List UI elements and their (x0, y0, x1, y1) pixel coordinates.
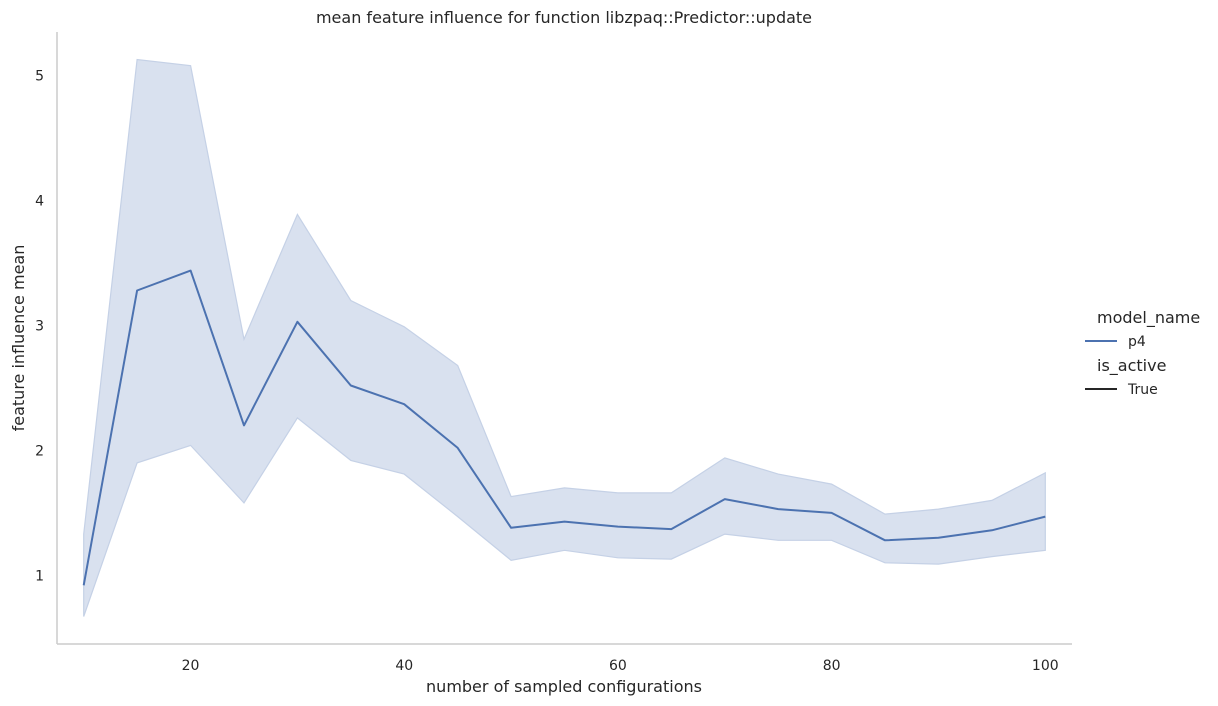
x-tick-label-100: 100 (1032, 658, 1059, 674)
y-tick-label-4: 4 (35, 194, 44, 210)
data-point-60 (615, 524, 620, 529)
y-axis-ticks: 1 2 3 4 5 (35, 69, 44, 585)
data-point-30 (295, 319, 300, 324)
y-axis-label: feature influence mean (9, 245, 28, 432)
x-axis-ticks: 20 40 60 80 100 (182, 658, 1059, 674)
data-point-50 (509, 525, 514, 530)
x-tick-label-40: 40 (395, 658, 413, 674)
data-point-20 (188, 268, 193, 273)
legend-title-is-active: is_active (1097, 356, 1166, 376)
legend: model_name p4 is_active True (1085, 308, 1200, 398)
data-point-95 (989, 528, 994, 533)
y-tick-label-1: 1 (35, 568, 44, 584)
data-point-70 (722, 497, 727, 502)
x-tick-label-20: 20 (182, 658, 200, 674)
chart-title: mean feature influence for function libz… (316, 8, 812, 27)
y-tick-label-2: 2 (35, 443, 44, 459)
data-point-15 (135, 288, 140, 293)
confidence-band-p4 (83, 58, 1046, 617)
legend-label-true: True (1127, 382, 1158, 398)
plot-area (81, 58, 1048, 617)
data-point-25 (241, 423, 246, 428)
legend-title-model-name: model_name (1097, 308, 1200, 328)
x-tick-label-80: 80 (823, 658, 841, 674)
data-point-55 (562, 519, 567, 524)
data-point-80 (829, 510, 834, 515)
data-point-100 (1043, 514, 1048, 519)
data-point-85 (883, 538, 888, 543)
data-point-35 (348, 383, 353, 388)
data-point-45 (455, 445, 460, 450)
y-tick-label-3: 3 (35, 319, 44, 335)
legend-label-p4: p4 (1128, 334, 1146, 350)
data-point-75 (776, 507, 781, 512)
data-point-10 (81, 583, 86, 588)
x-tick-label-60: 60 (609, 658, 627, 674)
x-axis-label: number of sampled configurations (426, 677, 702, 696)
y-tick-label-5: 5 (35, 69, 44, 85)
data-point-40 (402, 402, 407, 407)
data-point-90 (936, 535, 941, 540)
data-point-65 (669, 527, 674, 532)
series-line-p4 (82, 269, 1046, 586)
